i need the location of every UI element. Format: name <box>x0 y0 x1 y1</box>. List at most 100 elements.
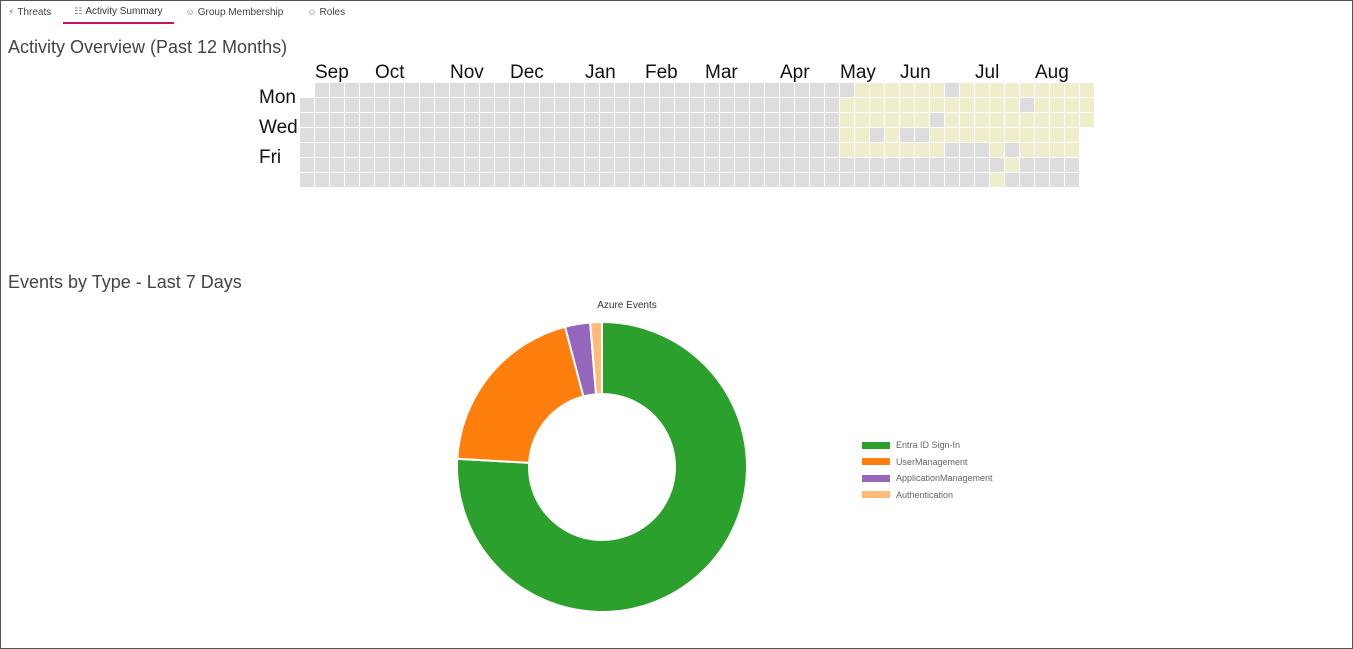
tab-activity-summary[interactable]: ☷ Activity Summary <box>63 0 174 24</box>
heatmap-cell <box>990 173 1004 187</box>
heatmap-cell <box>360 158 374 172</box>
heatmap-cell <box>450 143 464 157</box>
legend-swatch <box>862 458 890 466</box>
heatmap-cell <box>720 173 734 187</box>
heatmap-cell <box>885 158 899 172</box>
heatmap-cell <box>525 158 539 172</box>
heatmap-cell <box>540 83 554 97</box>
heatmap-cell <box>615 98 629 112</box>
heatmap-cell <box>825 128 839 142</box>
month-label: Apr <box>780 62 810 83</box>
heatmap-cell <box>435 98 449 112</box>
heatmap-cell <box>675 128 689 142</box>
heatmap-cell <box>300 113 314 127</box>
heatmap-cell <box>990 143 1004 157</box>
heatmap-cell <box>840 143 854 157</box>
heatmap-cell <box>735 128 749 142</box>
heatmap-cell <box>840 173 854 187</box>
heatmap-cell <box>840 158 854 172</box>
heatmap-cell <box>930 173 944 187</box>
heatmap-cell <box>1050 143 1064 157</box>
donut-slice[interactable] <box>456 320 748 613</box>
heatmap-cell <box>495 113 509 127</box>
heatmap-cell <box>555 83 569 97</box>
heatmap-cell <box>855 113 869 127</box>
heatmap-cell <box>420 143 434 157</box>
heatmap-cell <box>750 83 764 97</box>
heatmap-cell <box>405 83 419 97</box>
heatmap-cell <box>840 113 854 127</box>
heatmap-cell <box>360 83 374 97</box>
heatmap-cell <box>465 83 479 97</box>
tab-roles[interactable]: ☺ Roles <box>295 0 357 24</box>
heatmap-cell <box>885 143 899 157</box>
heatmap-cell <box>300 128 314 142</box>
heatmap-cell <box>690 128 704 142</box>
heatmap-cell <box>555 128 569 142</box>
heatmap-cell <box>810 158 824 172</box>
heatmap-cell <box>1050 128 1064 142</box>
heatmap-cell <box>615 158 629 172</box>
heatmap-cell <box>405 143 419 157</box>
tab-roles-label: Roles <box>319 6 346 18</box>
heatmap-cell <box>825 158 839 172</box>
heatmap-cell <box>390 158 404 172</box>
heatmap-cell <box>1020 128 1034 142</box>
heatmap-cell <box>765 158 779 172</box>
heatmap-cell <box>660 128 674 142</box>
chart-legend: Entra ID Sign-In UserManagement Applicat… <box>862 437 993 503</box>
heatmap-cell <box>810 143 824 157</box>
tab-threats[interactable]: ⚡ Threats <box>0 0 63 24</box>
heatmap-cell <box>630 98 644 112</box>
month-label: Dec <box>510 62 544 83</box>
heatmap-cell <box>930 128 944 142</box>
donut-slice[interactable] <box>589 320 603 396</box>
heatmap-cell <box>525 83 539 97</box>
heatmap-cell <box>615 83 629 97</box>
heatmap-cell <box>600 158 614 172</box>
heatmap-cell <box>1005 173 1019 187</box>
heatmap-cell <box>855 83 869 97</box>
heatmap-cell <box>600 98 614 112</box>
heatmap-cell <box>540 173 554 187</box>
heatmap-cell <box>1005 98 1019 112</box>
heatmap-cell <box>540 143 554 157</box>
heatmap-cell <box>690 83 704 97</box>
heatmap-cell <box>870 143 884 157</box>
heatmap-cell <box>390 83 404 97</box>
heatmap-cell <box>720 113 734 127</box>
heatmap-cell <box>585 128 599 142</box>
heatmap-cell <box>720 143 734 157</box>
heatmap-cell <box>570 158 584 172</box>
donut-slice[interactable] <box>456 325 585 464</box>
tab-bar: ⚡ Threats ☷ Activity Summary ☺ Group Mem… <box>0 0 1351 24</box>
heatmap-cell <box>855 173 869 187</box>
heatmap-cell <box>540 113 554 127</box>
heatmap-cell <box>1020 173 1034 187</box>
heatmap-cell <box>915 173 929 187</box>
heatmap-cell <box>630 113 644 127</box>
heatmap-cell <box>585 143 599 157</box>
heatmap-cell <box>345 158 359 172</box>
heatmap-cell <box>660 98 674 112</box>
month-label: Feb <box>645 62 678 83</box>
heatmap-cell <box>750 173 764 187</box>
heatmap-cell <box>870 128 884 142</box>
tab-group-membership[interactable]: ☺ Group Membership <box>174 0 296 24</box>
heatmap-cell <box>900 128 914 142</box>
heatmap-cell <box>945 173 959 187</box>
legend-item: ApplicationManagement <box>862 470 993 487</box>
heatmap-cell <box>735 143 749 157</box>
heatmap-cell <box>600 173 614 187</box>
heatmap-cell <box>450 98 464 112</box>
heatmap-cell <box>555 158 569 172</box>
users-icon: ☺ <box>307 6 317 17</box>
weekday-label: Wed <box>259 117 298 138</box>
heatmap-cell <box>1080 98 1094 112</box>
heatmap-cell <box>525 173 539 187</box>
heatmap-cell <box>510 158 524 172</box>
heatmap-cell <box>900 173 914 187</box>
heatmap-cell <box>945 98 959 112</box>
heatmap-cell <box>465 98 479 112</box>
heatmap-cell <box>735 158 749 172</box>
